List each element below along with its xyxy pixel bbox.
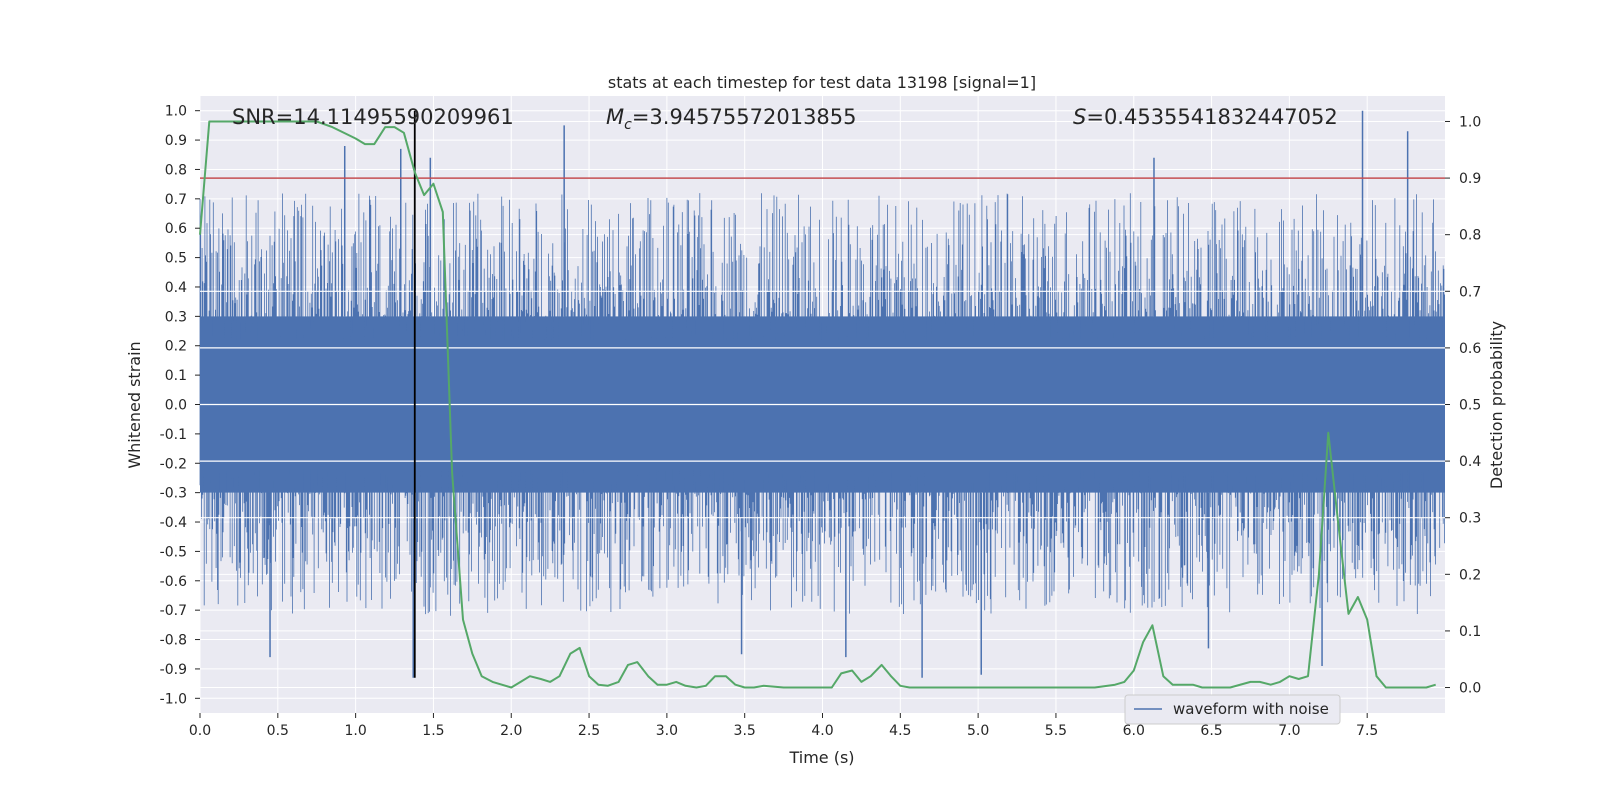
- y-left-tick-label: 0.1: [165, 368, 187, 384]
- snr-prefix: SNR: [232, 105, 276, 129]
- x-tick-label: 7.0: [1278, 723, 1300, 739]
- x-tick-label: 4.0: [811, 723, 833, 739]
- snr-annotation: SNR=14.11495590209961: [232, 105, 514, 129]
- y-left-tick-label: 0.2: [165, 339, 187, 355]
- y-right-tick-label: 0.8: [1459, 228, 1481, 244]
- y-left-tick-label: 0.7: [165, 192, 187, 208]
- s-value: =0.4535541832447052: [1086, 105, 1337, 129]
- y-axis-right-label: Detection probability: [1487, 321, 1506, 489]
- x-tick-label: 5.0: [967, 723, 989, 739]
- y-right-tick-label: 0.5: [1459, 398, 1481, 414]
- mc-symbol: M: [606, 105, 624, 129]
- y-right-tick-label: 0.6: [1459, 341, 1481, 357]
- y-left-tick-label: -0.9: [160, 662, 187, 678]
- y-left-tick-label: 0.6: [165, 221, 187, 237]
- x-tick-label: 1.5: [422, 723, 444, 739]
- y-left-tick-label: -0.4: [160, 515, 187, 531]
- y-right-tick-label: 0.2: [1459, 567, 1481, 583]
- legend-label-waveform: waveform with noise: [1173, 700, 1329, 718]
- x-tick-label: 6.5: [1200, 723, 1222, 739]
- x-tick-label: 7.5: [1356, 723, 1378, 739]
- y-left-tick-label: -0.6: [160, 574, 187, 590]
- x-tick-label: 1.0: [344, 723, 366, 739]
- mc-subscript: c: [624, 117, 632, 133]
- tick-labels: 0.0 0.5 1.0 1.5 2.0 2.5 3.0 3.5 4.0 4.5 5.0 5.5 6.0 6…: [160, 104, 1482, 739]
- y-right-tick-label: 0.1: [1459, 624, 1481, 640]
- y-left-tick-label: 1.0: [165, 104, 187, 120]
- y-right-tick-label: 0.0: [1459, 681, 1481, 697]
- y-right-tick-label: 0.3: [1459, 511, 1481, 527]
- y-left-tick-label: 0.3: [165, 309, 187, 325]
- x-tick-label: 3.5: [734, 723, 756, 739]
- x-tick-label: 2.0: [500, 723, 522, 739]
- y-right-tick-label: 0.9: [1459, 171, 1481, 187]
- x-tick-label: 3.0: [656, 723, 678, 739]
- y-right-tick-label: 0.7: [1459, 284, 1481, 300]
- y-left-tick-label: -0.1: [160, 427, 187, 443]
- x-tick-label: 0.5: [267, 723, 289, 739]
- y-left-tick-label: -0.2: [160, 456, 187, 472]
- s-symbol: S: [1073, 105, 1086, 129]
- x-axis-label: Time (s): [788, 748, 854, 767]
- legend-box: [1124, 694, 1341, 725]
- y-right-tick-label: 0.4: [1459, 454, 1481, 470]
- x-tick-label: 5.5: [1045, 723, 1067, 739]
- y-left-tick-label: 0.5: [165, 251, 187, 267]
- y-right-tick-label: 1.0: [1459, 114, 1481, 130]
- x-tick-label: 0.0: [189, 723, 211, 739]
- s-annotation: S=0.4535541832447052: [1073, 105, 1338, 129]
- chart-title: stats at each timestep for test data 131…: [608, 73, 1036, 92]
- y-left-tick-label: -0.8: [160, 633, 187, 649]
- snr-value: =14.11495590209961: [276, 105, 514, 129]
- x-tick-label: 6.0: [1123, 723, 1145, 739]
- y-axis-left-label: Whitened strain: [125, 341, 144, 468]
- x-tick-label: 4.5: [889, 723, 911, 739]
- detection-probability-line: [199, 120, 1436, 689]
- y-left-tick-label: 0.9: [165, 133, 187, 149]
- x-tick-label: 2.5: [578, 723, 600, 739]
- y-left-tick-label: 0.8: [165, 162, 187, 178]
- y-left-tick-label: -0.3: [160, 486, 187, 502]
- y-left-tick-label: -0.7: [160, 603, 187, 619]
- y-left-tick-label: 0.0: [165, 398, 187, 414]
- mc-value: =3.94575572013855: [632, 105, 857, 129]
- overlay-layer: [199, 110, 1445, 689]
- y-left-tick-label: 0.4: [165, 280, 187, 296]
- y-left-tick-label: -1.0: [160, 691, 187, 707]
- legend: waveform with noise: [1124, 694, 1341, 725]
- mc-annotation: Mc=3.94575572013855: [606, 105, 857, 133]
- waveform-trace: [199, 193, 1445, 616]
- y-left-tick-label: -0.5: [160, 544, 187, 560]
